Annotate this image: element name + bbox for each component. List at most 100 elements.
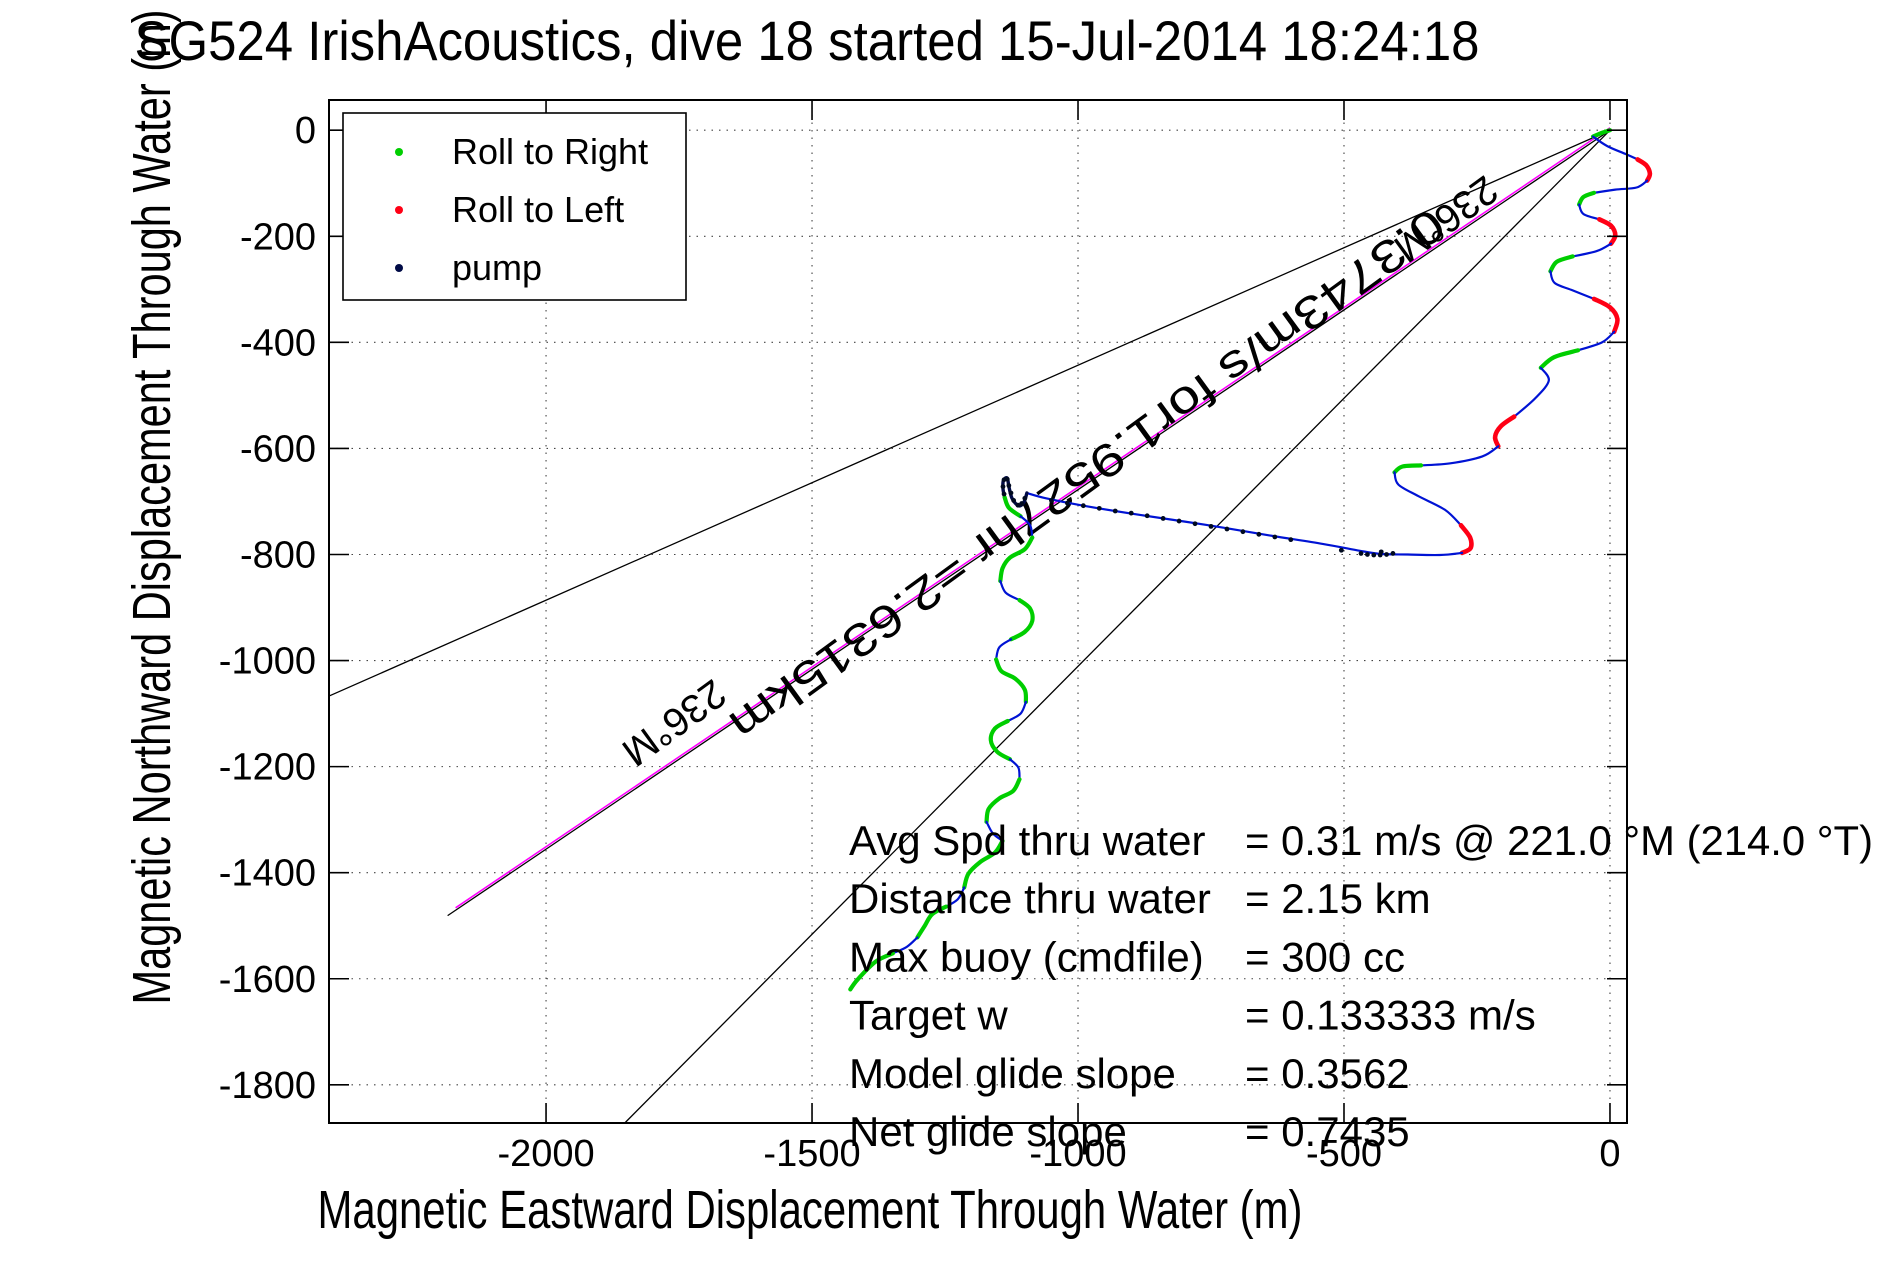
stat-value-6: = 0.7435 — [1245, 1108, 1410, 1155]
legend-label-2: Roll to Left — [452, 189, 624, 230]
pump-dot — [1080, 503, 1086, 509]
legend-label-1: Roll to Right — [452, 131, 648, 172]
pump-dot — [1365, 552, 1370, 557]
y-tick-label: -600 — [240, 428, 316, 470]
bearing-fan-line — [624, 129, 1611, 1124]
plot-border — [328, 99, 1628, 1124]
track-segment-b — [999, 579, 1021, 602]
legend-marker-2 — [395, 206, 403, 214]
x-tick-label: -1500 — [763, 1133, 860, 1175]
x-tick-label: 0 — [1599, 1133, 1620, 1175]
x-axis-label: Magnetic Eastward Displacement Through W… — [318, 1180, 1303, 1240]
track-segment-b — [945, 886, 966, 908]
track-segment-r — [1635, 157, 1653, 183]
x-tick-label: -1000 — [1029, 1133, 1126, 1175]
y-tick-label: -1600 — [219, 959, 316, 1001]
stat-value-1: = 0.31 m/s @ 221.0 °M (214.0 °T) — [1245, 817, 1873, 864]
track-segment-b — [1578, 203, 1601, 221]
track-segment-g — [984, 777, 1022, 824]
track-segment-g — [994, 657, 1029, 704]
stat-label-2: Distance thru water — [849, 875, 1211, 922]
track-segment-b — [1549, 270, 1596, 300]
pump-dot — [1390, 551, 1396, 556]
track-segment-r — [1492, 414, 1517, 449]
pump-dot — [1001, 477, 1007, 483]
pump-dot — [1011, 497, 1017, 503]
track-segment-r — [1591, 296, 1620, 335]
pump-dot — [1096, 505, 1102, 511]
track-segment-b — [985, 820, 1004, 842]
track-segment-g — [998, 535, 1035, 584]
pump-dot — [1240, 529, 1246, 535]
pump-dot — [1160, 516, 1166, 521]
pump-dot — [1008, 490, 1014, 496]
y-tick-label: -1200 — [219, 747, 316, 789]
track-segment-r — [1597, 217, 1618, 246]
legend-marker-1 — [395, 148, 403, 156]
pump-dot — [1384, 552, 1389, 557]
y-tick-label: -800 — [240, 534, 316, 576]
pump-dot — [1049, 497, 1054, 503]
track-segment-b — [1591, 135, 1639, 161]
stat-label-6: Net glide slope — [849, 1108, 1127, 1155]
track-segment-g — [915, 904, 949, 940]
pump-dot — [1224, 526, 1230, 532]
track-segment-g — [962, 838, 1005, 890]
track-segment-b — [995, 638, 1013, 661]
legend-marker-3 — [395, 264, 403, 272]
pump-dot — [1112, 508, 1118, 514]
pump-dot — [1371, 552, 1377, 558]
y-tick-label: -400 — [240, 322, 316, 364]
stat-value-4: = 0.133333 m/s — [1245, 992, 1536, 1039]
pump-dot — [1378, 549, 1384, 555]
pump-dot — [1192, 521, 1198, 527]
track-segment-r — [1458, 523, 1474, 556]
bearing-fan-line — [328, 129, 1611, 697]
pump-dot — [1015, 502, 1021, 508]
stat-label-1: Avg Spd thru water — [849, 817, 1205, 864]
track-segment-g — [1008, 598, 1035, 642]
track-segment-g — [1577, 190, 1597, 207]
pump-dot — [1006, 483, 1012, 488]
track-segment-b — [1513, 366, 1550, 418]
pump-dot — [1144, 513, 1150, 519]
pump-dot — [1256, 531, 1262, 537]
track-segment-b — [1571, 242, 1613, 258]
pump-dot — [1019, 501, 1025, 506]
y-tick-label: -1400 — [219, 853, 316, 895]
track-segment-g — [1538, 348, 1581, 370]
x-tick-label: -2000 — [497, 1133, 594, 1175]
pump-dot — [1176, 518, 1182, 524]
track-segment-b — [1008, 758, 1021, 781]
pump-dot — [1022, 495, 1028, 501]
y-tick-label: 0 — [295, 110, 316, 152]
stat-value-2: = 2.15 km — [1245, 875, 1431, 922]
x-tick-label: -500 — [1306, 1133, 1382, 1175]
pump-dot — [1001, 491, 1007, 497]
y-tick-label: -200 — [240, 216, 316, 258]
chart-title: SG524 IrishAcoustics, dive 18 started 15… — [135, 9, 1480, 72]
stat-label-5: Model glide slope — [849, 1050, 1176, 1097]
stat-label-4: Target w — [849, 992, 1008, 1039]
stat-value-5: = 0.3562 — [1245, 1050, 1410, 1097]
track-segment-g — [988, 718, 1012, 762]
y-tick-label: -1000 — [219, 641, 316, 683]
pump-dot — [1272, 534, 1278, 540]
stat-value-3: = 300 cc — [1245, 933, 1405, 980]
track-segment-b — [1577, 330, 1616, 352]
pump-dot — [1288, 537, 1294, 543]
track-segment-b — [1006, 700, 1027, 723]
legend-label-3: pump — [452, 247, 542, 288]
pump-dot — [1064, 500, 1070, 506]
track-segment-b — [1420, 445, 1500, 467]
y-tick-label: -1800 — [219, 1065, 316, 1107]
track-segment-g — [1548, 254, 1575, 274]
pump-dot — [1128, 510, 1134, 516]
pump-dot — [1358, 551, 1364, 556]
track-segment-b — [1393, 471, 1463, 527]
pump-dot — [1338, 547, 1344, 553]
pump-dot — [1208, 523, 1214, 529]
track-segment-g — [1392, 463, 1424, 475]
